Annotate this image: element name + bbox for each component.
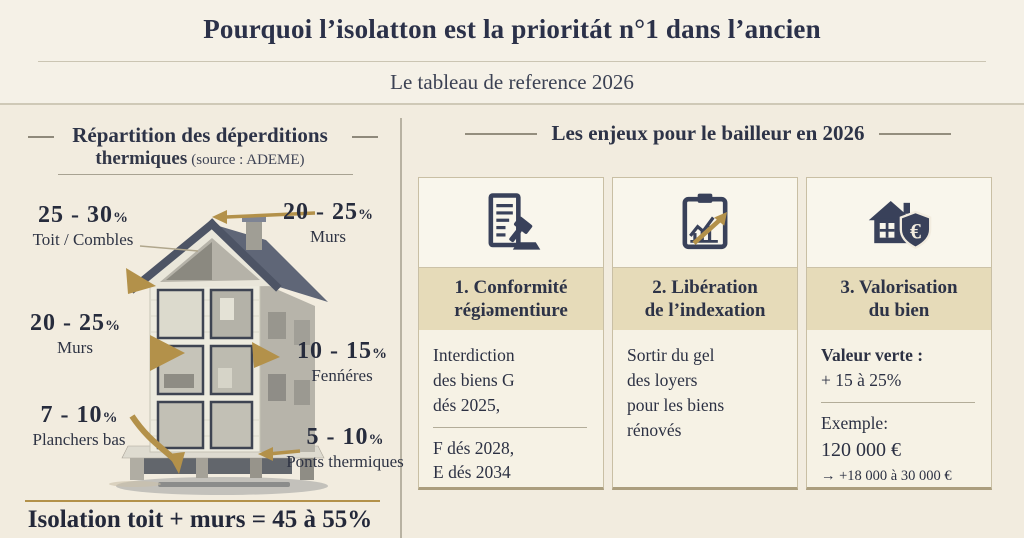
card2-icon-area <box>613 178 797 268</box>
card2-title: 2. Libération de l’indexation <box>613 268 797 330</box>
card3-icon-area: € <box>807 178 991 268</box>
card1-title: 1. Conformité régiəmentiure <box>419 268 603 330</box>
section-divider <box>400 118 402 538</box>
right-heading-dash-left <box>465 132 538 135</box>
header-divider <box>0 103 1024 105</box>
clipboard-chart-icon <box>682 193 728 249</box>
card1-icon-area <box>419 178 603 268</box>
card3-title: 3. Valorisation du bien <box>807 268 991 330</box>
card-valorisation: € 3. Valorisation du bien Valeur verte :… <box>806 177 992 490</box>
left-heading-underline <box>58 174 353 175</box>
card1-body: Interdiction des biens G dés 2025, F dés… <box>419 330 603 485</box>
euro-symbol: € <box>910 218 921 243</box>
left-subheading-word: thermiques <box>95 148 188 169</box>
house-shield-euro-icon: € <box>868 200 932 249</box>
left-section-heading: Répartition des déperditions <box>72 123 328 147</box>
label-fenetres: 10 - 15% Fenńéres <box>297 338 387 386</box>
house-chimney <box>246 220 262 250</box>
card3-body-divider <box>821 401 975 403</box>
document-gavel-icon <box>488 192 541 250</box>
card-conformite: 1. Conformité régiəmentiure Interdiction… <box>418 177 604 490</box>
left-heading-dash-right <box>352 136 378 138</box>
right-section-heading: Les enjeux pour le bailleur en 2026 <box>415 121 1001 146</box>
house-roof <box>212 224 328 302</box>
label-planchers-bas: 7 - 10% Planchers bas <box>32 402 126 450</box>
page-subtitle: Le tableau de reference 2026 <box>390 70 634 94</box>
card2-body: Sortir du gel des loyers pour les biens … <box>627 345 725 440</box>
label-ponts-thermiques: 5 - 10% Ponts thermiques <box>286 424 404 472</box>
label-murs-haut: 20 - 25% Murs <box>283 199 373 247</box>
label-murs-gauche: 20 - 25% Murs <box>30 310 120 358</box>
label-toit-combles: 25 - 30% Toit / Combles <box>32 202 134 250</box>
left-section-subheading: thermiques (source : ADEME) <box>0 148 400 170</box>
left-subheading-source: (source : ADEME) <box>191 152 305 168</box>
heat-loss-arrows <box>126 210 316 474</box>
card3-body: Valeur verte : + 15 à 25% Exemple: 120 0… <box>807 330 991 487</box>
left-heading-dash-left <box>28 136 54 138</box>
right-heading-dash-right <box>878 132 951 135</box>
left-footer-rule <box>25 500 380 502</box>
left-footer-summary: Isolation toit + murs = 45 à 55% <box>27 506 373 533</box>
title-divider <box>38 61 986 62</box>
card1-body-divider <box>433 426 587 428</box>
house-heat-loss-figure <box>109 210 328 495</box>
page-title: Pourquoi l’isolatton est la prioritát n°… <box>203 14 821 44</box>
toit-pointer-line <box>139 245 199 252</box>
card-liberation-indexation: 2. Libération de l’indexation Sortir du … <box>612 177 798 490</box>
